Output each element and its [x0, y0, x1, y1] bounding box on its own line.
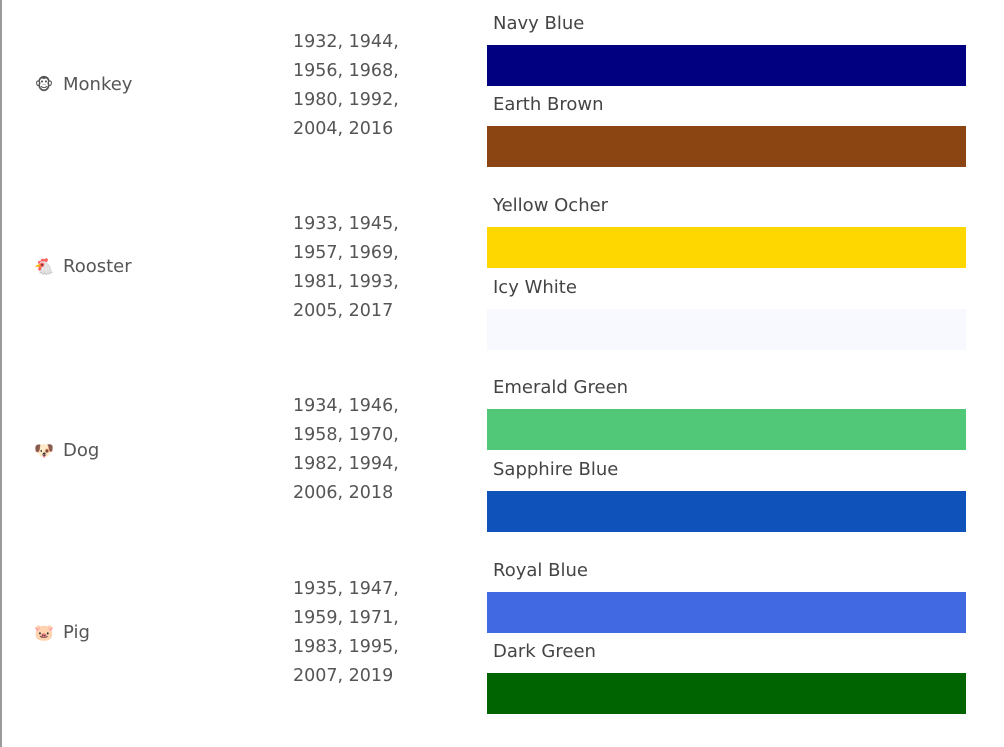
years-line: 1981, 1993, — [293, 272, 399, 292]
years-line: 1959, 1971, — [293, 608, 399, 628]
animal-cell: 🐶 Dog — [34, 440, 99, 461]
table-row: 🐔 Rooster 1933, 1945, 1957, 1969, 1981, … — [2, 182, 1004, 364]
years-line: 1982, 1994, — [293, 454, 399, 474]
color-label: Emerald Green — [493, 377, 629, 398]
years-line: 2004, 2016 — [293, 119, 394, 139]
pig-icon: 🐷 — [34, 622, 54, 642]
rooster-icon: 🐔 — [34, 256, 54, 276]
years-line: 1957, 1969, — [293, 243, 399, 263]
color-swatch — [487, 673, 966, 714]
color-block: Icy White — [487, 275, 967, 350]
color-block: Sapphire Blue — [487, 457, 967, 532]
animal-name: Pig — [63, 622, 90, 643]
color-label: Dark Green — [493, 641, 596, 662]
color-swatch — [487, 126, 966, 167]
years-cell: 1933, 1945, 1957, 1969, 1981, 1993, 2005… — [293, 210, 443, 326]
color-block: Earth Brown — [487, 92, 967, 167]
monkey-icon: 🐵 — [34, 74, 54, 94]
color-block: Dark Green — [487, 639, 967, 714]
years-line: 1956, 1968, — [293, 61, 399, 81]
color-swatch — [487, 409, 966, 450]
years-line: 1958, 1970, — [293, 425, 399, 445]
color-block: Emerald Green — [487, 375, 967, 450]
color-block: Yellow Ocher — [487, 193, 967, 268]
table-row: 🐷 Pig 1935, 1947, 1959, 1971, 1983, 1995… — [2, 546, 1004, 728]
years-cell: 1932, 1944, 1956, 1968, 1980, 1992, 2004… — [293, 28, 443, 144]
color-label: Earth Brown — [493, 94, 604, 115]
animal-name: Rooster — [63, 256, 132, 277]
color-block: Navy Blue — [487, 11, 967, 86]
color-swatch — [487, 491, 966, 532]
color-label: Navy Blue — [493, 13, 585, 34]
color-swatch — [487, 45, 966, 86]
years-line: 1980, 1992, — [293, 90, 399, 110]
years-line: 2006, 2018 — [293, 483, 394, 503]
color-label: Royal Blue — [493, 560, 588, 581]
years-line: 1932, 1944, — [293, 32, 399, 52]
color-block: Royal Blue — [487, 558, 967, 633]
color-label: Sapphire Blue — [493, 459, 619, 480]
color-label: Yellow Ocher — [493, 195, 609, 216]
years-line: 1935, 1947, — [293, 579, 399, 599]
years-line: 1934, 1946, — [293, 396, 399, 416]
table-row: 🐵 Monkey 1932, 1944, 1956, 1968, 1980, 1… — [2, 0, 1004, 182]
years-line: 1933, 1945, — [293, 214, 399, 234]
animal-cell: 🐵 Monkey — [34, 74, 133, 95]
years-line: 1983, 1995, — [293, 637, 399, 657]
color-swatch — [487, 227, 966, 268]
years-line: 2007, 2019 — [293, 666, 394, 686]
color-label: Icy White — [493, 277, 577, 298]
animal-name: Monkey — [63, 74, 133, 95]
animal-cell: 🐷 Pig — [34, 622, 90, 643]
dog-icon: 🐶 — [34, 440, 54, 460]
animal-cell: 🐔 Rooster — [34, 256, 132, 277]
color-swatch — [487, 592, 966, 633]
table-row: 🐶 Dog 1934, 1946, 1958, 1970, 1982, 1994… — [2, 364, 1004, 546]
years-line: 2005, 2017 — [293, 301, 394, 321]
color-swatch — [487, 309, 966, 350]
animal-name: Dog — [63, 440, 100, 461]
years-cell: 1935, 1947, 1959, 1971, 1983, 1995, 2007… — [293, 575, 443, 691]
years-cell: 1934, 1946, 1958, 1970, 1982, 1994, 2006… — [293, 392, 443, 508]
